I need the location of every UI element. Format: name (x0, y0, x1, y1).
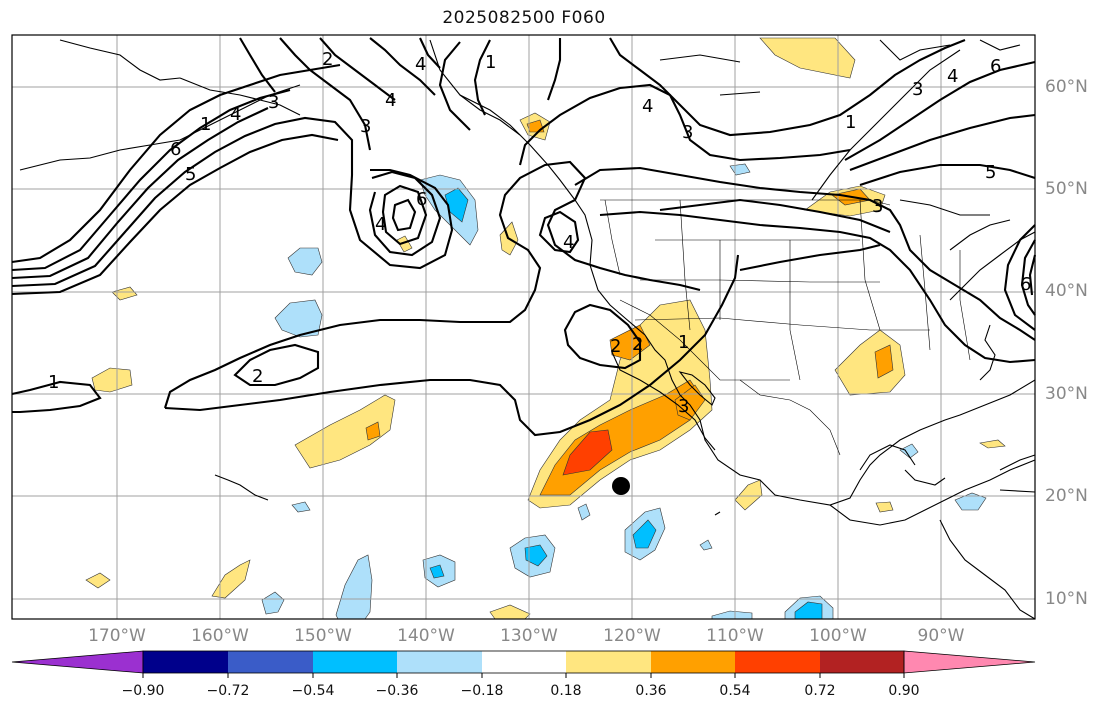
lat-label: 20°N (1045, 486, 1088, 506)
contour-label: 6 (170, 139, 181, 160)
contour-label: 2 (610, 336, 621, 357)
contour-label: 3 (912, 79, 923, 100)
lat-lon-grid (12, 35, 1035, 619)
contour-label: 1 (200, 114, 211, 135)
colorbar-tick-label: 0.54 (719, 683, 751, 699)
coastlines (19, 39, 1036, 620)
colorbar-tick-label: −0.54 (291, 683, 335, 699)
contour-label: 4 (947, 66, 958, 87)
colorbar-segment (313, 651, 397, 673)
contour-label: 1 (678, 332, 689, 353)
colorbar-tick-label: −0.72 (206, 683, 250, 699)
colorbar-segment (228, 651, 313, 673)
map-frame (11, 34, 1036, 620)
contour-label: 4 (375, 214, 386, 235)
lat-label: 50°N (1045, 179, 1088, 199)
colorbar-tick-label: 0.36 (635, 683, 667, 699)
lat-label: 60°N (1045, 77, 1088, 97)
lon-label: 90°W (917, 626, 965, 646)
contour-label: 3 (678, 396, 689, 417)
colorbar-segment (397, 651, 482, 673)
colorbar-segment (820, 651, 904, 673)
contour-label: 4 (563, 232, 574, 253)
contour-label: 1 (845, 112, 856, 133)
contour-label: 2 (322, 49, 333, 70)
contour-label: 1 (48, 372, 59, 393)
contour-label: 4 (415, 54, 426, 75)
storm-center-marker (612, 477, 630, 495)
contour-label: 2 (252, 366, 263, 387)
colorbar-tick-label: 0.18 (550, 683, 582, 699)
political-borders (600, 199, 971, 456)
colorbar-tick-label: −0.90 (121, 683, 165, 699)
lon-label: 140°W (397, 626, 455, 646)
contour-label: 6 (990, 56, 1001, 77)
colorbar-tick-label: 0.90 (888, 683, 920, 699)
contour-label: 2 (632, 334, 643, 355)
lon-label: 110°W (706, 626, 764, 646)
colorbar-extend-low (11, 650, 144, 674)
contour-lines (11, 37, 1037, 437)
contour-label: 4 (385, 90, 396, 111)
lat-label: 40°N (1045, 281, 1088, 301)
map-title: 2025082500 F060 (442, 8, 606, 28)
contour-label: 6 (1020, 274, 1031, 295)
lon-label: 130°W (500, 626, 558, 646)
colorbar-segment (482, 651, 566, 673)
contour-label: 4 (230, 104, 241, 125)
contour-label: 4 (642, 96, 653, 117)
lon-label: 160°W (191, 626, 249, 646)
contour-label: 6 (416, 189, 427, 210)
contour-label: 3 (872, 196, 883, 217)
colorbar-segment (735, 651, 820, 673)
map-background (12, 35, 1035, 619)
lon-label: 150°W (294, 626, 352, 646)
colorbar (11, 650, 1036, 678)
colorbar-tick-label: −0.36 (375, 683, 419, 699)
lon-label: 120°W (603, 626, 661, 646)
colorbar-tick-label: 0.72 (804, 683, 836, 699)
lat-label: 30°N (1045, 384, 1088, 404)
contour-label: 3 (268, 92, 279, 113)
lat-label: 10°N (1045, 589, 1088, 609)
colorbar-tick-label: −0.18 (460, 683, 504, 699)
contour-label: 3 (360, 116, 371, 137)
contour-label: 5 (185, 164, 196, 185)
lon-label: 170°W (88, 626, 146, 646)
colorbar-segment (143, 651, 228, 673)
colorbar-segment (566, 651, 651, 673)
lon-label: 100°W (809, 626, 867, 646)
colorbar-segment (651, 651, 735, 673)
contour-label: 5 (985, 162, 996, 183)
contour-label: 3 (682, 122, 693, 143)
contour-label: 1 (485, 52, 496, 73)
colorbar-extend-high (903, 650, 1036, 674)
contour-label-layer: 1 2 2 3 4 4 6 1 4 4 3 4 2 2 1 3 1 3 4 6 … (48, 49, 1031, 417)
